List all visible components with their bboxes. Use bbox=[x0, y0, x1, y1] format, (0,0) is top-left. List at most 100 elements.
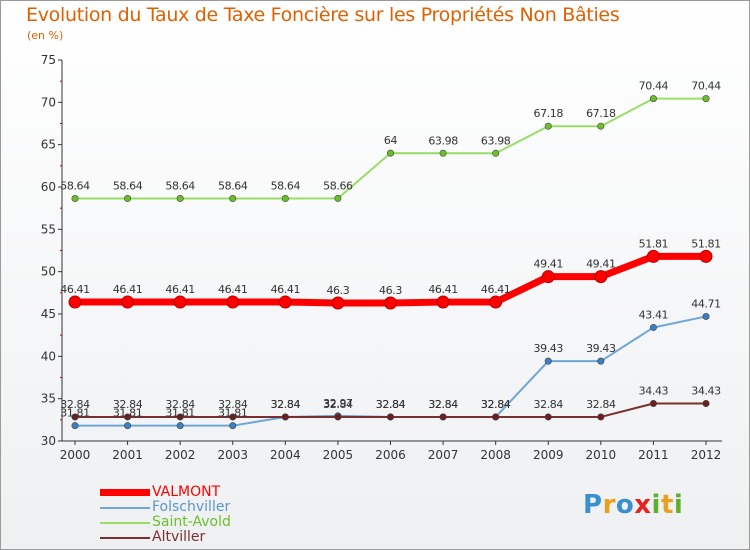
y-tick-label: 45 bbox=[41, 307, 56, 321]
x-tick-label: 2008 bbox=[480, 448, 511, 462]
data-label: 32.84 bbox=[271, 398, 301, 411]
data-label: 58.64 bbox=[218, 180, 248, 193]
legend-swatch-valmont bbox=[100, 489, 150, 496]
data-label: 46.3 bbox=[379, 284, 402, 297]
data-label: 43.41 bbox=[639, 308, 669, 321]
data-label: 51.81 bbox=[639, 237, 669, 250]
data-label: 67.18 bbox=[534, 107, 564, 120]
data-point bbox=[544, 413, 552, 421]
y-tick-label: 55 bbox=[41, 222, 56, 236]
legend-label-saint-avold: Saint-Avold bbox=[152, 514, 231, 530]
x-tick-label: 2000 bbox=[60, 448, 91, 462]
data-point bbox=[386, 149, 394, 157]
data-label: 32.84 bbox=[586, 398, 616, 411]
data-point bbox=[229, 422, 237, 430]
data-label: 32.84 bbox=[113, 398, 143, 411]
data-point bbox=[71, 422, 79, 430]
legend-swatch-folschviller bbox=[100, 507, 150, 509]
data-point bbox=[124, 413, 132, 421]
logo-letter: x bbox=[634, 490, 652, 520]
chart-title: Evolution du Taux de Taxe Foncière sur l… bbox=[26, 4, 620, 26]
data-label: 46.41 bbox=[481, 283, 511, 296]
data-label: 31.81 bbox=[113, 407, 143, 420]
logo-letter: i bbox=[673, 490, 684, 520]
data-point bbox=[281, 195, 289, 203]
legend-label-altviller: Altviller bbox=[152, 529, 206, 545]
y-tick-label: 30 bbox=[41, 434, 56, 448]
data-label: 51.81 bbox=[691, 237, 721, 250]
data-label: 58.64 bbox=[60, 180, 90, 193]
data-point bbox=[489, 295, 503, 309]
data-label: 63.98 bbox=[428, 134, 458, 147]
data-label: 32.84 bbox=[323, 398, 353, 411]
data-label: 49.41 bbox=[534, 258, 564, 271]
x-tick-label: 2002 bbox=[165, 448, 196, 462]
data-label: 31.81 bbox=[218, 407, 248, 420]
data-point bbox=[544, 357, 552, 365]
data-point bbox=[544, 122, 552, 130]
y-tick-label: 40 bbox=[41, 349, 56, 363]
legend-label-folschviller: Folschviller bbox=[152, 499, 231, 515]
data-label: 39.43 bbox=[534, 342, 564, 355]
data-point bbox=[702, 399, 710, 407]
data-label: 32.84 bbox=[376, 398, 406, 411]
data-label: 46.3 bbox=[326, 284, 349, 297]
legend-label-valmont: VALMONT bbox=[152, 484, 221, 500]
data-label: 32.97 bbox=[323, 397, 353, 410]
y-tick-label: 50 bbox=[41, 265, 56, 279]
data-label: 46.41 bbox=[60, 283, 90, 296]
data-point bbox=[334, 194, 342, 202]
data-label: 34.43 bbox=[691, 384, 721, 397]
x-tick-label: 2004 bbox=[270, 448, 301, 462]
data-point bbox=[699, 249, 713, 263]
data-point bbox=[594, 270, 608, 284]
y-tick-label: 60 bbox=[41, 180, 56, 194]
data-label: 31.81 bbox=[60, 407, 90, 420]
y-tick-label: 65 bbox=[41, 138, 56, 152]
x-tick-label: 2006 bbox=[375, 448, 406, 462]
data-point bbox=[226, 295, 240, 309]
data-point bbox=[597, 122, 605, 130]
data-point bbox=[384, 296, 397, 310]
data-label: 32.84 bbox=[428, 398, 458, 411]
data-label: 39.43 bbox=[586, 342, 616, 355]
x-tick-label: 2012 bbox=[691, 448, 722, 462]
data-point bbox=[281, 413, 289, 421]
data-label: 32.84 bbox=[218, 398, 248, 411]
data-label: 32.84 bbox=[481, 398, 511, 411]
data-point bbox=[597, 413, 605, 421]
x-tick-label: 2010 bbox=[586, 448, 617, 462]
x-tick-label: 2003 bbox=[217, 448, 248, 462]
data-point bbox=[646, 249, 660, 263]
data-point bbox=[71, 195, 79, 203]
data-label: 46.41 bbox=[165, 283, 195, 296]
data-point bbox=[492, 413, 500, 421]
data-label: 34.43 bbox=[639, 384, 669, 397]
data-label: 32.84 bbox=[165, 398, 195, 411]
data-label: 70.44 bbox=[691, 80, 721, 93]
data-point bbox=[124, 195, 132, 203]
logo-letter: o bbox=[615, 490, 635, 520]
data-point bbox=[334, 413, 342, 421]
data-point bbox=[541, 270, 555, 284]
data-label: 58.64 bbox=[113, 180, 143, 193]
data-label: 32.84 bbox=[481, 398, 511, 411]
data-point bbox=[649, 323, 657, 331]
data-label: 58.64 bbox=[165, 180, 195, 193]
data-point bbox=[702, 312, 710, 320]
data-point bbox=[124, 422, 132, 430]
logo-letter: i bbox=[651, 490, 661, 520]
data-label: 49.41 bbox=[586, 258, 616, 271]
data-label: 63.98 bbox=[481, 134, 511, 147]
data-point bbox=[492, 149, 500, 157]
proxiti-logo: Proxiti bbox=[583, 490, 683, 520]
data-point bbox=[173, 295, 187, 309]
x-tick-label: 2007 bbox=[428, 448, 459, 462]
x-tick-label: 2009 bbox=[533, 448, 564, 462]
data-label: 70.44 bbox=[639, 80, 669, 93]
data-point bbox=[331, 296, 345, 310]
data-point bbox=[649, 399, 657, 407]
data-point bbox=[176, 195, 184, 203]
data-point bbox=[386, 413, 394, 421]
